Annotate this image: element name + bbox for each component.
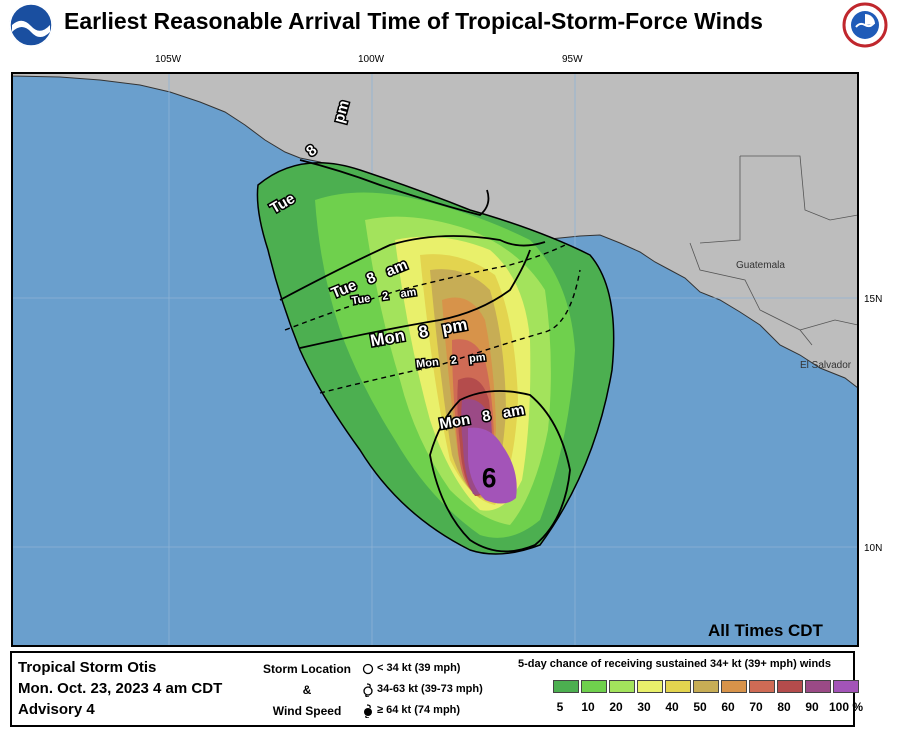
contour-tue-2am: [284, 244, 566, 331]
probability-swatch-5: [693, 680, 719, 693]
probability-swatch-10: [833, 680, 859, 693]
probability-label-6: 60: [721, 700, 735, 714]
probability-title: 5-day chance of receiving sustained 34+ …: [518, 658, 831, 670]
probability-swatches: [553, 680, 861, 693]
lat-10n: 10N: [864, 543, 882, 554]
probability-label-10: 100 %: [828, 700, 864, 714]
probability-swatch-7: [749, 680, 775, 693]
storm-location-items: < 34 kt (39 mph) 34-63 kt (39-73 mph) ≥ …: [362, 658, 483, 721]
lon-105w: 105W: [155, 54, 182, 65]
probability-label-2: 20: [609, 700, 623, 714]
contour-tue-8am: [279, 235, 546, 301]
contour-mon-8pm: [299, 249, 531, 349]
contour-mon-8am: [429, 390, 571, 553]
circle-icon: [362, 663, 374, 674]
location-item-depression-label: < 34 kt (39 mph): [377, 662, 461, 674]
location-item-depression: < 34 kt (39 mph): [362, 658, 483, 679]
location-item-hurricane: ≥ 64 kt (74 mph): [362, 700, 483, 721]
probability-label-8: 80: [777, 700, 791, 714]
legend: Tropical Storm Otis Mon. Oct. 23, 2023 4…: [10, 651, 863, 727]
storm-symbol-icon: 𝟔: [482, 464, 496, 494]
contour-tue-8pm: [299, 159, 490, 216]
all-times-label: All Times CDT: [708, 621, 823, 640]
probability-swatch-9: [805, 680, 831, 693]
lat-15n: 15N: [864, 294, 882, 305]
location-label-line1: Storm Location: [262, 662, 351, 676]
advisory-number: Advisory 4: [18, 701, 95, 718]
probability-label-1: 10: [581, 700, 595, 714]
label-guatemala: Guatemala: [736, 260, 785, 271]
storm-name: Tropical Storm Otis: [18, 659, 157, 676]
page-title: Earliest Reasonable Arrival Time of Trop…: [64, 8, 763, 34]
probability-swatch-1: [581, 680, 607, 693]
location-item-storm-label: 34-63 kt (39-73 mph): [377, 683, 483, 695]
probability-label-3: 30: [637, 700, 651, 714]
probability-swatch-0: [553, 680, 579, 693]
swath-100: [468, 427, 517, 504]
probability-label-4: 40: [665, 700, 679, 714]
axis-labels: 105W 100W 95W 15N 10N: [155, 54, 882, 554]
probability-swatch-8: [777, 680, 803, 693]
location-label-line2: &: [302, 683, 312, 697]
lon-100w: 100W: [358, 54, 385, 65]
probability-swatch-4: [665, 680, 691, 693]
storm-info: Tropical Storm Otis Mon. Oct. 23, 2023 4…: [18, 657, 222, 720]
storm-location-label: Storm Location & Wind Speed: [262, 659, 352, 722]
nws-logo-icon: [842, 2, 888, 48]
probability-label-7: 70: [749, 700, 763, 714]
title-bar: Earliest Reasonable Arrival Time of Trop…: [0, 0, 897, 50]
probability-label-0: 5: [556, 700, 564, 714]
probability-label-9: 90: [805, 700, 819, 714]
lon-95w: 95W: [562, 54, 583, 65]
location-label-line3: Wind Speed: [272, 704, 342, 718]
probability-swatch-2: [609, 680, 635, 693]
tropical-storm-icon: [363, 682, 373, 697]
probability-swatch-3: [637, 680, 663, 693]
map-frame: [11, 72, 859, 647]
location-item-storm: 34-63 kt (39-73 mph): [362, 679, 483, 700]
contour-mon-2pm: [319, 269, 581, 394]
location-item-hurricane-label: ≥ 64 kt (74 mph): [377, 704, 461, 716]
label-el-salvador: El Salvador: [800, 360, 852, 371]
noaa-logo-icon: [9, 3, 53, 47]
probability-labels: 5 10 20 30 40 50 60 70 80 90 100 %: [546, 700, 866, 714]
hurricane-icon: [364, 703, 372, 718]
probability-swatch-6: [721, 680, 747, 693]
advisory-datetime: Mon. Oct. 23, 2023 4 am CDT: [18, 680, 223, 697]
probability-label-5: 50: [693, 700, 707, 714]
